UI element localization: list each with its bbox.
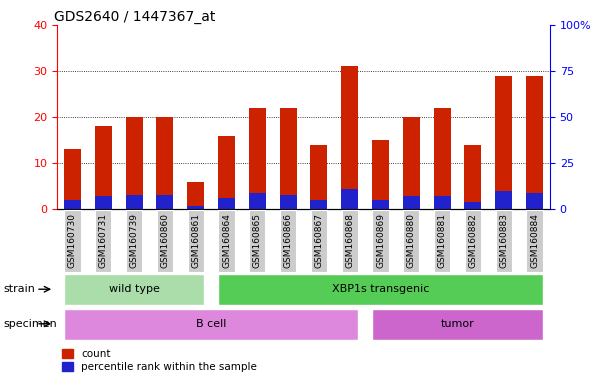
- Text: GSM160882: GSM160882: [468, 214, 477, 268]
- Text: GSM160881: GSM160881: [438, 214, 447, 268]
- Bar: [157, 210, 173, 272]
- Bar: [434, 196, 451, 209]
- Bar: [188, 205, 204, 209]
- Bar: [95, 126, 112, 209]
- Bar: [526, 76, 543, 209]
- Bar: [218, 275, 543, 306]
- Text: GSM160880: GSM160880: [407, 214, 416, 268]
- Text: tumor: tumor: [441, 319, 474, 329]
- Bar: [403, 117, 419, 209]
- Bar: [341, 189, 358, 209]
- Bar: [64, 210, 81, 272]
- Bar: [434, 108, 451, 209]
- Bar: [126, 210, 142, 272]
- Text: GSM160731: GSM160731: [99, 214, 108, 268]
- Text: specimen: specimen: [3, 319, 56, 329]
- Bar: [249, 193, 266, 209]
- Bar: [64, 149, 81, 209]
- Bar: [64, 275, 204, 306]
- Legend: count, percentile rank within the sample: count, percentile rank within the sample: [63, 349, 257, 372]
- Bar: [218, 210, 234, 272]
- Bar: [372, 200, 389, 209]
- Text: GSM160730: GSM160730: [68, 214, 77, 268]
- Text: GSM160739: GSM160739: [130, 214, 139, 268]
- Bar: [373, 309, 543, 340]
- Bar: [218, 198, 235, 209]
- Bar: [156, 195, 173, 209]
- Bar: [156, 117, 173, 209]
- Text: GSM160867: GSM160867: [314, 214, 323, 268]
- Bar: [188, 210, 204, 272]
- Text: B cell: B cell: [196, 319, 227, 329]
- Bar: [372, 140, 389, 209]
- Bar: [434, 210, 450, 272]
- Bar: [526, 210, 543, 272]
- Bar: [495, 191, 512, 209]
- Bar: [373, 210, 389, 272]
- Bar: [95, 210, 111, 272]
- Bar: [495, 76, 512, 209]
- Bar: [311, 210, 327, 272]
- Bar: [311, 200, 328, 209]
- Bar: [465, 210, 481, 272]
- Bar: [126, 117, 142, 209]
- Bar: [218, 136, 235, 209]
- Text: GDS2640 / 1447367_at: GDS2640 / 1447367_at: [54, 10, 216, 23]
- Text: GSM160868: GSM160868: [345, 214, 354, 268]
- Bar: [64, 309, 358, 340]
- Bar: [64, 200, 81, 209]
- Text: GSM160865: GSM160865: [253, 214, 262, 268]
- Bar: [341, 66, 358, 209]
- Text: GSM160884: GSM160884: [530, 214, 539, 268]
- Bar: [496, 210, 512, 272]
- Bar: [311, 145, 328, 209]
- Text: GSM160864: GSM160864: [222, 214, 231, 268]
- Bar: [465, 202, 481, 209]
- Bar: [279, 108, 296, 209]
- Text: GSM160861: GSM160861: [191, 214, 200, 268]
- Text: GSM160869: GSM160869: [376, 214, 385, 268]
- Text: wild type: wild type: [109, 284, 159, 294]
- Bar: [465, 145, 481, 209]
- Bar: [341, 210, 358, 272]
- Bar: [280, 210, 296, 272]
- Bar: [403, 210, 419, 272]
- Text: GSM160866: GSM160866: [284, 214, 293, 268]
- Text: XBP1s transgenic: XBP1s transgenic: [332, 284, 429, 294]
- Bar: [249, 108, 266, 209]
- Bar: [279, 195, 296, 209]
- Text: GSM160883: GSM160883: [499, 214, 508, 268]
- Text: GSM160860: GSM160860: [160, 214, 169, 268]
- Bar: [403, 196, 419, 209]
- Text: strain: strain: [3, 284, 35, 294]
- Bar: [126, 195, 142, 209]
- Bar: [249, 210, 266, 272]
- Bar: [526, 193, 543, 209]
- Bar: [188, 182, 204, 209]
- Bar: [95, 196, 112, 209]
